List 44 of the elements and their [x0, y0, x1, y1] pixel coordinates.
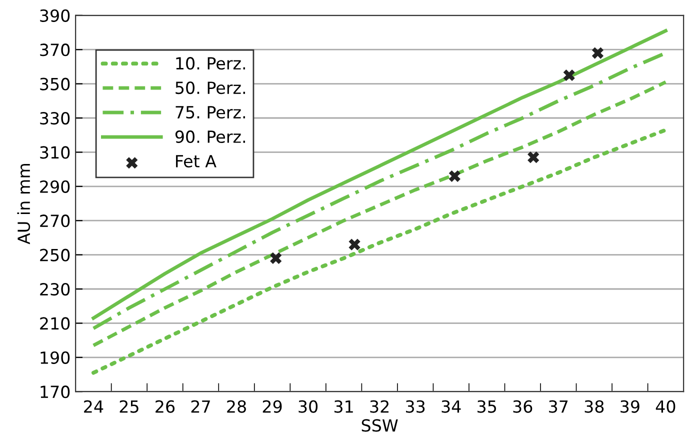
x-tick-label: 31: [334, 400, 353, 413]
x-tick-label: 36: [513, 400, 532, 413]
x-tick-label: 38: [584, 400, 604, 413]
x-tick-label: 26: [156, 400, 175, 413]
point: [348, 238, 360, 250]
line-series: [92, 80, 668, 348]
x-tick-label: 40: [656, 400, 676, 413]
x-tick-label: 25: [120, 400, 138, 413]
y-tick-label: 310: [40, 146, 70, 159]
x-tick-label: 32: [370, 400, 388, 413]
legend-label: 10. Perz.: [176, 57, 245, 70]
point: [270, 252, 282, 264]
point: [448, 170, 460, 182]
x-tick-label: 27: [191, 400, 210, 413]
legend-label: 90. Perz.: [175, 130, 245, 144]
point: [563, 69, 575, 82]
legend-label: 75. Perz.: [176, 106, 245, 119]
line-series: [92, 128, 668, 375]
y-axis-title: AU in mm: [17, 164, 30, 244]
y-tick-label: 190: [40, 351, 70, 364]
y-tick-label: 290: [40, 180, 70, 193]
y-tick-label: 330: [40, 112, 70, 125]
x-axis-title: SSW: [362, 419, 398, 432]
y-tick-label: 170: [40, 386, 70, 398]
y-tick-label: 350: [40, 78, 70, 90]
x-tick-label: 30: [298, 400, 318, 413]
y-tick-label: 250: [40, 248, 70, 262]
y-tick-label: 390: [40, 9, 70, 22]
x-tick-label: 35: [478, 400, 496, 413]
x-tick-label: 28: [227, 400, 246, 413]
x-tick-label: 39: [620, 400, 640, 413]
x-tick-label: 29: [262, 400, 282, 413]
x-tick-label: 24: [84, 400, 104, 413]
y-tick-label: 230: [40, 282, 70, 296]
x-tick-label: 37: [549, 400, 568, 413]
point: [528, 152, 540, 164]
y-tick-label: 270: [40, 214, 70, 228]
x-tick-label: 33: [406, 400, 425, 413]
y-tick-label: 210: [40, 317, 70, 330]
y-tick-label: 370: [40, 44, 70, 56]
x-tick-label: 34: [442, 400, 461, 413]
legend-label: Fet A: [176, 155, 216, 168]
legend-label: 50. Perz.: [176, 81, 245, 94]
point: [592, 47, 604, 59]
